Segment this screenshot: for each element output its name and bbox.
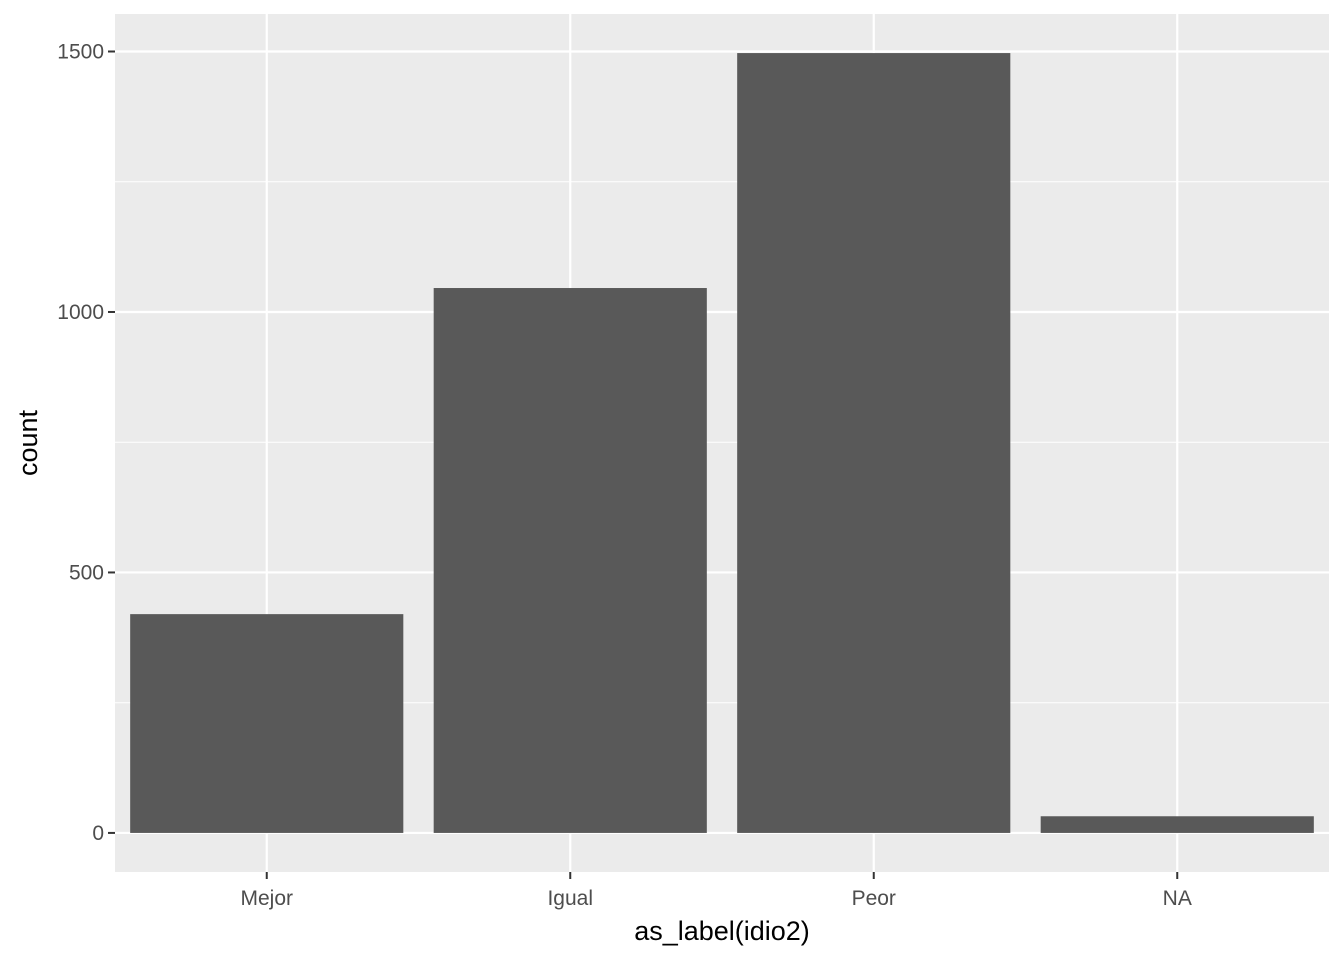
y-tick-label: 500 — [69, 561, 104, 584]
y-tick-label: 0 — [92, 822, 104, 845]
y-tick-label: 1000 — [57, 301, 104, 324]
y-tick-label: 1500 — [57, 41, 104, 64]
x-tick-label: Peor — [852, 887, 896, 910]
bar-mejor — [130, 614, 404, 833]
x-tick-label: NA — [1163, 887, 1192, 910]
x-axis-title: as_label(idio2) — [634, 916, 810, 946]
bar-na — [1040, 816, 1314, 833]
x-tick-label: Mejor — [240, 887, 293, 910]
y-axis: 0 500 1000 1500 — [57, 41, 115, 845]
bar-peor — [737, 53, 1011, 833]
x-axis: Mejor Igual Peor NA — [240, 872, 1192, 910]
bar-igual — [433, 288, 707, 833]
y-axis-title: count — [13, 409, 43, 476]
x-tick-label: Igual — [547, 887, 593, 910]
bars — [130, 53, 1314, 833]
